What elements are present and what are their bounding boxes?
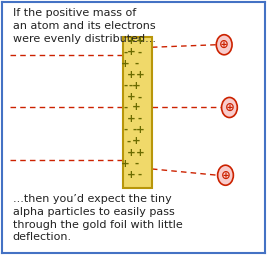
- Text: +: +: [136, 148, 144, 158]
- Text: +: +: [127, 36, 135, 46]
- Text: +: +: [132, 81, 140, 91]
- Text: +: +: [127, 170, 135, 180]
- Bar: [123, 37, 152, 188]
- Text: -: -: [129, 81, 133, 91]
- Text: +: +: [132, 136, 140, 146]
- Text: +: +: [127, 93, 135, 103]
- Text: +: +: [121, 159, 130, 169]
- Text: -: -: [124, 47, 128, 57]
- Text: +: +: [136, 36, 144, 46]
- Text: +: +: [121, 59, 130, 69]
- Text: -: -: [138, 47, 142, 57]
- Text: ⊕: ⊕: [225, 101, 234, 114]
- Text: +: +: [136, 125, 144, 135]
- Text: +: +: [127, 47, 135, 57]
- Text: -: -: [134, 159, 138, 169]
- Text: -: -: [133, 125, 137, 135]
- Text: -: -: [124, 125, 128, 135]
- Ellipse shape: [216, 35, 232, 55]
- Ellipse shape: [222, 97, 237, 117]
- Ellipse shape: [218, 165, 233, 185]
- Text: +: +: [127, 114, 135, 124]
- Text: -: -: [138, 93, 142, 103]
- Text: +: +: [127, 70, 135, 80]
- Text: +: +: [136, 70, 144, 80]
- Text: ⊕: ⊕: [219, 38, 229, 51]
- Text: -: -: [138, 170, 142, 180]
- Text: ...then you’d expect the tiny
alpha particles to easily pass
through the gold fo: ...then you’d expect the tiny alpha part…: [13, 194, 182, 242]
- Text: -: -: [138, 114, 142, 124]
- Text: +: +: [127, 148, 135, 158]
- Text: +: +: [132, 103, 140, 113]
- Text: ⊕: ⊕: [221, 169, 230, 182]
- Text: If the positive mass of
an atom and its electrons
were evenly distributed...: If the positive mass of an atom and its …: [13, 8, 156, 44]
- Text: -: -: [126, 136, 130, 146]
- Text: -: -: [124, 103, 128, 113]
- Text: -: -: [124, 81, 128, 91]
- Text: -: -: [134, 59, 138, 69]
